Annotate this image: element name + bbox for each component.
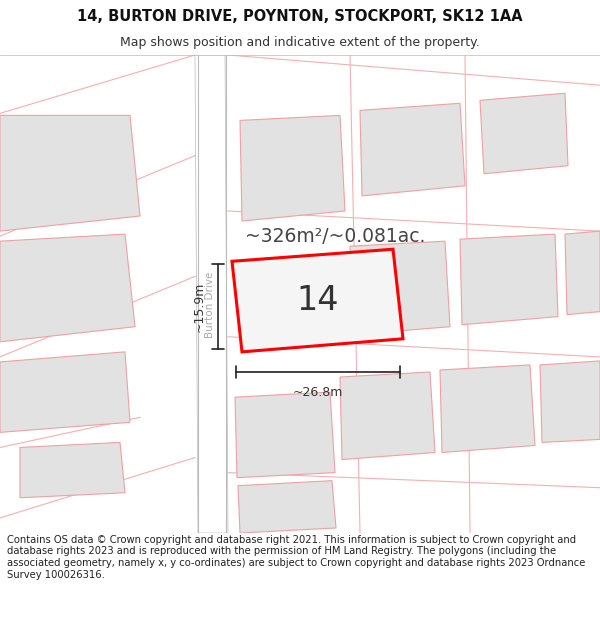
Polygon shape (238, 481, 336, 533)
Polygon shape (232, 249, 403, 352)
Polygon shape (350, 241, 450, 335)
Polygon shape (195, 55, 228, 533)
Polygon shape (540, 361, 600, 442)
Polygon shape (480, 93, 568, 174)
Text: ~26.8m: ~26.8m (293, 386, 343, 399)
Text: ~15.9m: ~15.9m (193, 281, 206, 332)
Text: Map shows position and indicative extent of the property.: Map shows position and indicative extent… (120, 36, 480, 49)
Polygon shape (460, 234, 558, 325)
Text: 14, BURTON DRIVE, POYNTON, STOCKPORT, SK12 1AA: 14, BURTON DRIVE, POYNTON, STOCKPORT, SK… (77, 9, 523, 24)
Polygon shape (565, 231, 600, 314)
Text: Burton Drive: Burton Drive (205, 271, 215, 338)
Text: ~326m²/~0.081ac.: ~326m²/~0.081ac. (245, 227, 425, 246)
Polygon shape (240, 116, 345, 221)
Polygon shape (0, 352, 130, 432)
Polygon shape (360, 103, 465, 196)
Polygon shape (20, 442, 125, 498)
Text: 14: 14 (296, 284, 339, 317)
Polygon shape (0, 116, 140, 231)
Text: Contains OS data © Crown copyright and database right 2021. This information is : Contains OS data © Crown copyright and d… (7, 535, 586, 579)
Polygon shape (0, 234, 135, 342)
Polygon shape (340, 372, 435, 459)
Polygon shape (235, 392, 335, 478)
Polygon shape (440, 365, 535, 452)
